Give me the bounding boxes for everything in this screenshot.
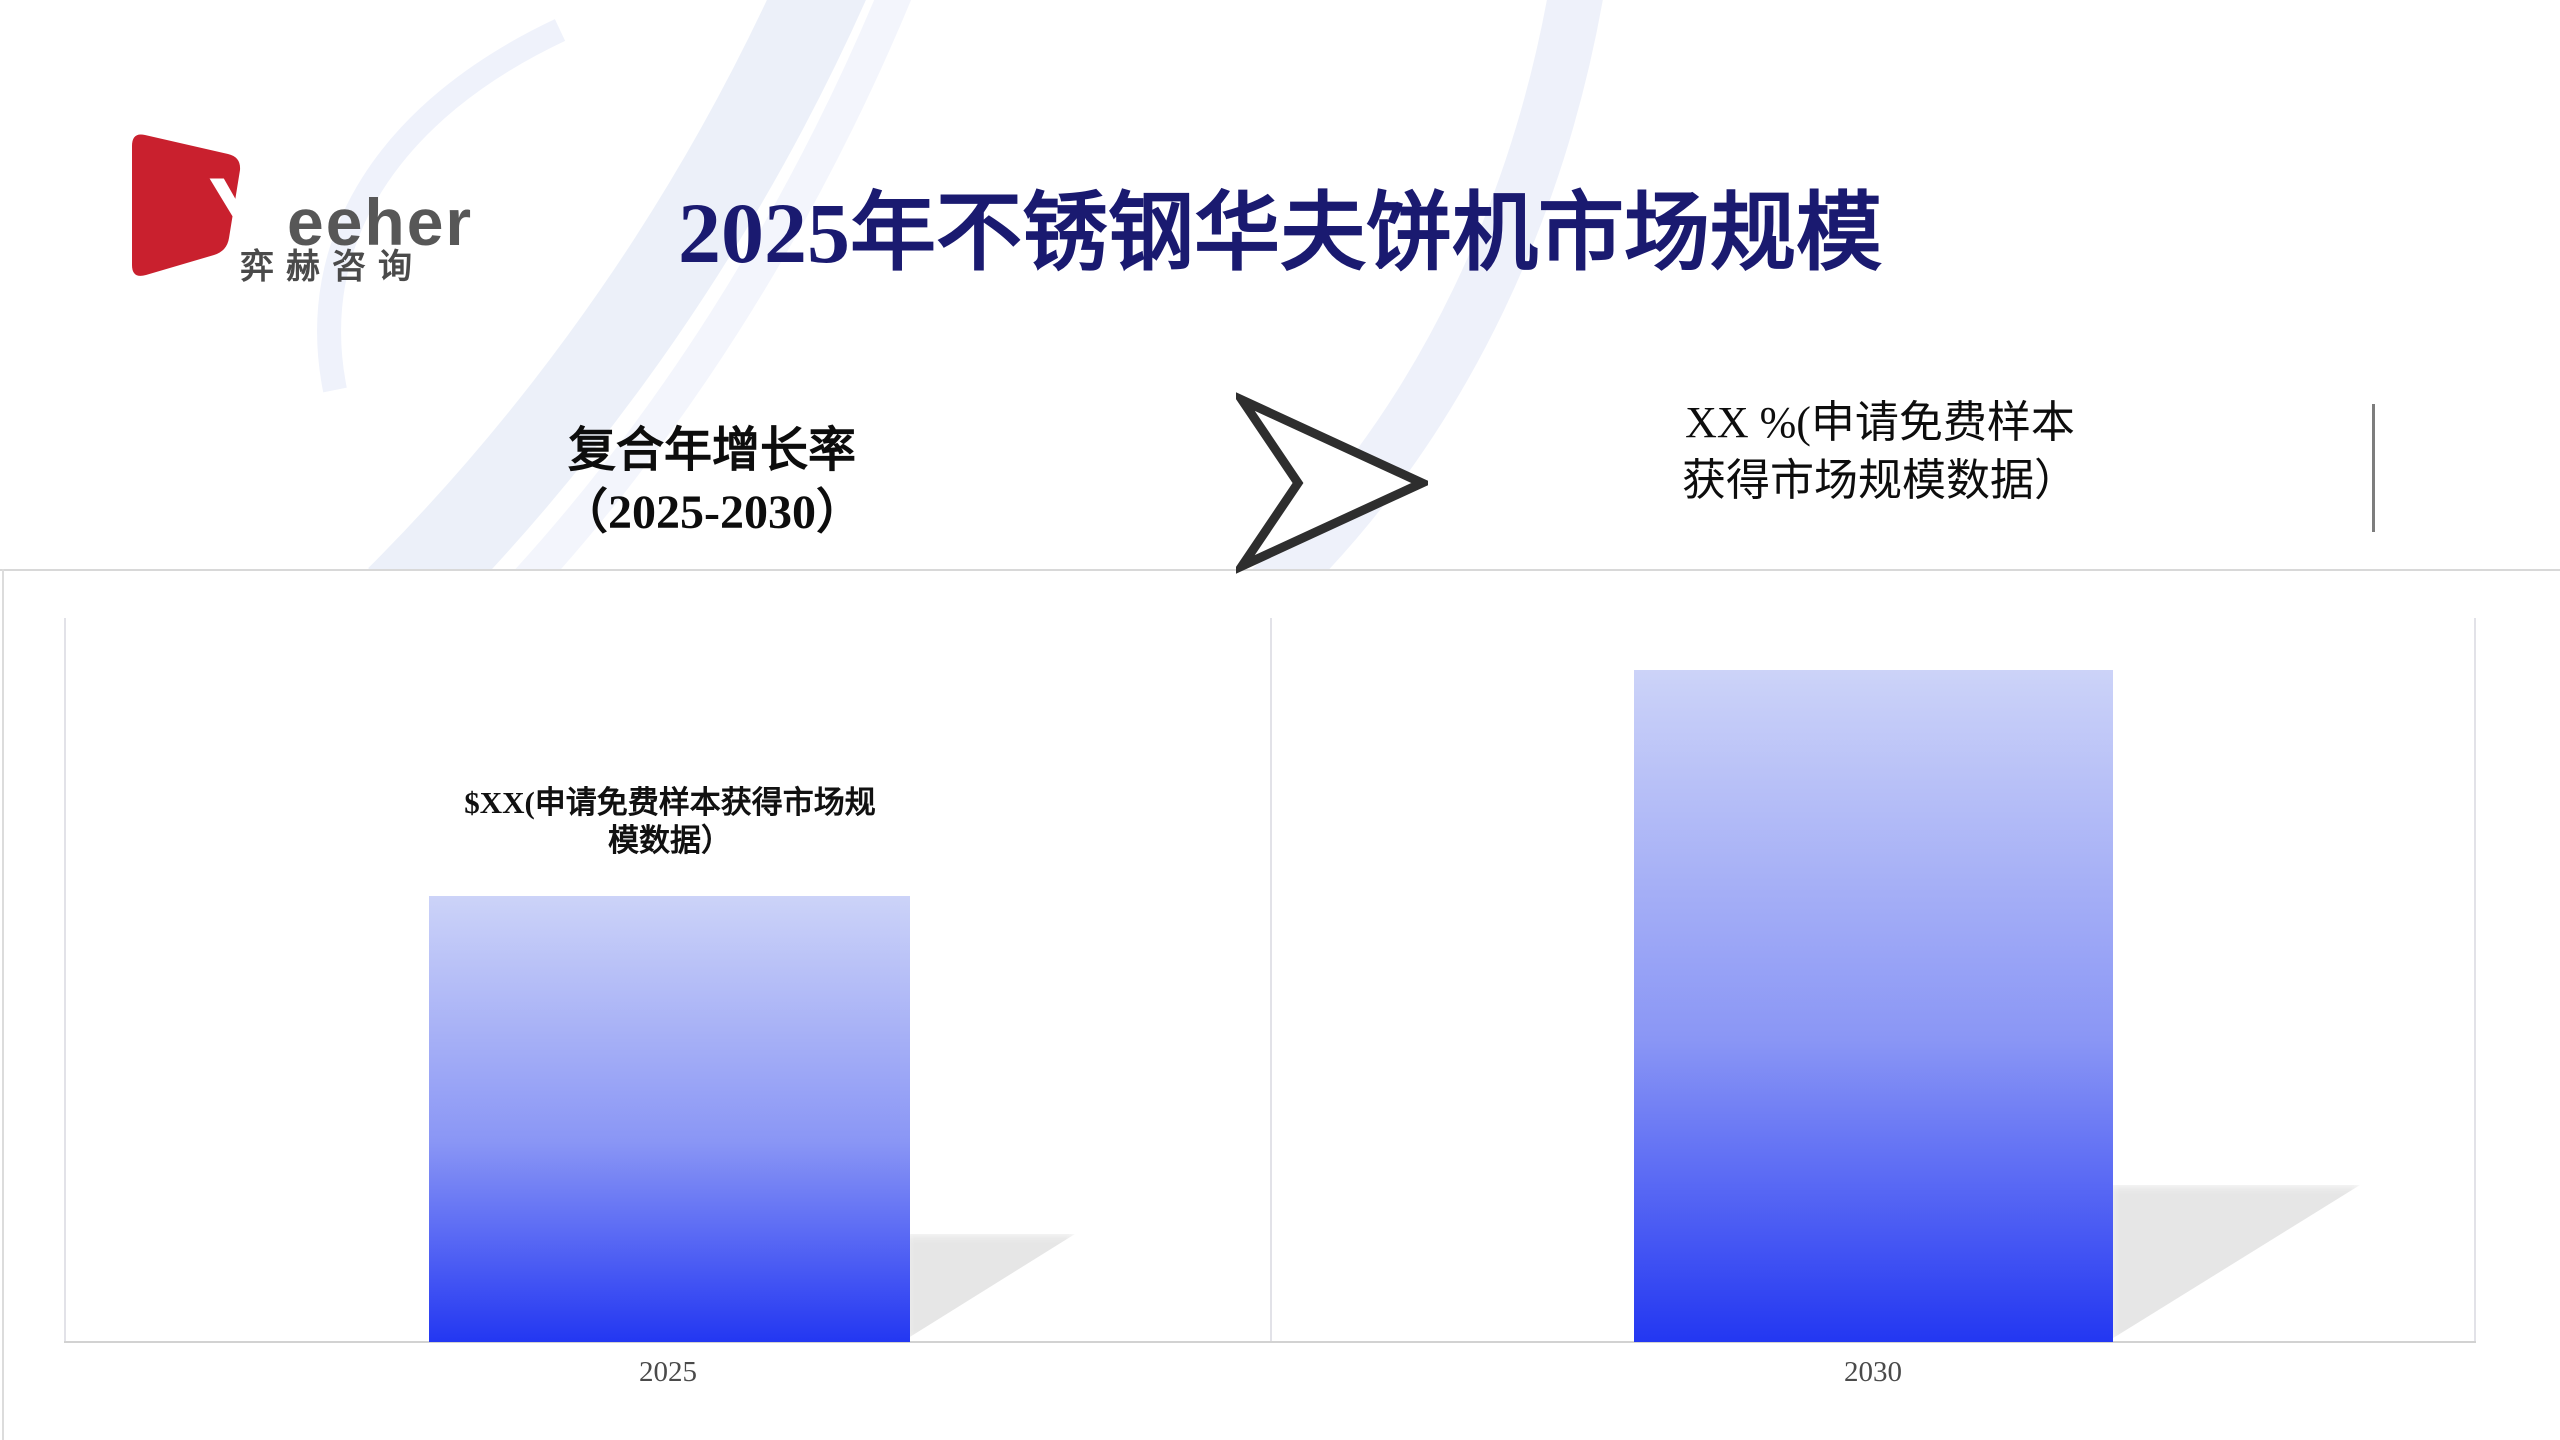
logo-wordmark: eeher — [287, 185, 474, 259]
x-tick-2025: 2025 — [639, 1356, 697, 1388]
cagr-line2: （2025-2030） — [560, 486, 864, 539]
x-tick-2030: 2030 — [1844, 1356, 1902, 1388]
growth-rate-line2: 获得市场规模数据） — [1682, 456, 2078, 505]
grid-splitline-left — [64, 618, 66, 1342]
chart-panel — [0, 569, 2560, 1440]
page-title: 2025年不锈钢华夫饼机市场规模 — [678, 185, 1882, 281]
cagr-line1: 复合年增长率 — [567, 424, 856, 477]
right-arrow-icon — [1236, 392, 1428, 574]
grid-splitline-middle — [1270, 618, 1272, 1342]
vertical-divider — [2372, 404, 2375, 532]
logo-subtext: 弈赫咨询 — [240, 248, 424, 286]
growth-rate-callout: XX %(申请免费样本 获得市场规模数据） — [1620, 394, 2140, 510]
chart-panel-left-border — [2, 569, 4, 1440]
bar-value-label-line1: $XX(申请免费样本获得市场规 — [464, 785, 876, 820]
logo-mark-icon — [132, 134, 241, 276]
x-axis-line — [64, 1341, 2476, 1343]
grid-splitline-right — [2474, 618, 2476, 1342]
bar-2030 — [1634, 670, 2113, 1342]
bar-value-label: $XX(申请免费样本获得市场规 模数据） — [420, 784, 920, 860]
bar-2025 — [429, 896, 910, 1342]
logo-letter-y: Y — [208, 158, 271, 263]
bar-value-label-line2: 模数据） — [608, 823, 732, 858]
cagr-callout: 复合年增长率 （2025-2030） — [462, 420, 962, 544]
growth-rate-line1: XX %(申请免费样本 — [1685, 398, 2075, 447]
